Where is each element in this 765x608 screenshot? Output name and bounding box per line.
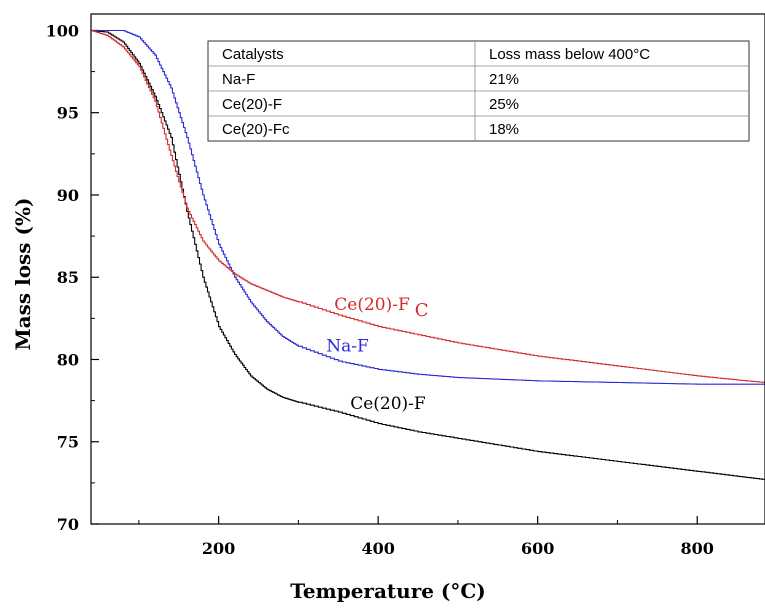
inset-table-cell: Ce(20)-F <box>222 96 282 113</box>
minor-ticks <box>91 71 618 524</box>
x-tick-label: 400 <box>361 539 394 558</box>
y-tick-label: 70 <box>57 515 79 534</box>
x-axis-title: Temperature (°C) <box>290 579 486 603</box>
y-tick-label: 75 <box>57 433 79 452</box>
y-tick-label: 95 <box>57 104 79 123</box>
series-label-2: Ce(20)-F <box>350 394 426 414</box>
y-tick-label: 85 <box>57 268 79 287</box>
series-label-1: Na-F <box>326 336 369 356</box>
major-ticks <box>91 29 698 525</box>
y-axis-title: Mass loss (%) <box>11 198 35 351</box>
y-tick-label: 100 <box>46 21 79 40</box>
series-annotations: Ce(20)-F CNa-FCe(20)-F <box>326 295 428 414</box>
series-line-2 <box>91 29 765 383</box>
series-label-subscript: C <box>415 300 429 321</box>
inset-table-cell: 18% <box>489 121 519 138</box>
y-tick-label: 90 <box>57 186 79 205</box>
inset-table-cell: Na-F <box>222 71 255 88</box>
inset-table-header: Loss mass below 400°C <box>489 46 650 63</box>
series-line-0 <box>91 29 765 480</box>
series-layer <box>91 29 765 480</box>
y-tick-label: 80 <box>57 350 79 369</box>
inset-table: Catalysts Loss mass below 400°C Na-F 21% Ce(… <box>207 40 750 142</box>
tick-labels: 200 400 600 800 70 75 80 85 90 95 100 <box>46 21 714 558</box>
inset-table-cell: 21% <box>489 71 519 88</box>
x-tick-label: 800 <box>680 539 713 558</box>
inset-table-cell: Ce(20)-Fc <box>222 121 290 138</box>
plot-frame <box>90 13 765 525</box>
series-line-1 <box>91 29 765 385</box>
inset-table-header: Catalysts <box>222 46 284 63</box>
inset-table-cell: 25% <box>489 96 519 113</box>
x-tick-label: 600 <box>521 539 554 558</box>
x-tick-label: 200 <box>202 539 235 558</box>
